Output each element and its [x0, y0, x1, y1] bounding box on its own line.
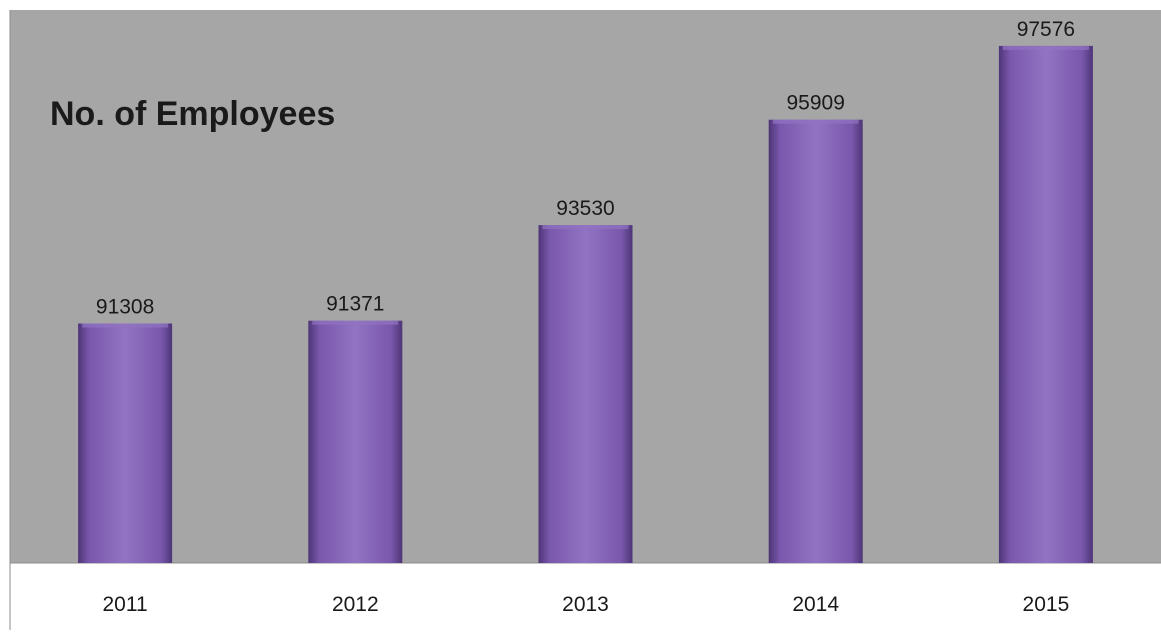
bar-2012	[308, 320, 403, 563]
bar-2013	[538, 225, 633, 563]
data-label-2015: 97576	[1017, 18, 1075, 41]
bar-2015	[998, 45, 1093, 563]
data-label-2012: 91371	[326, 293, 384, 316]
x-tick-label-2014: 2014	[792, 593, 839, 616]
bar-cap-2011	[82, 323, 169, 328]
x-tick-label-2013: 2013	[562, 593, 609, 616]
bar-cap-2014	[772, 119, 859, 124]
bar-cap-2013	[542, 225, 629, 230]
bar-cap-2012	[312, 320, 399, 325]
x-tick-label-2011: 2011	[103, 593, 148, 616]
bar-2014	[768, 119, 863, 563]
x-tick-label-2015: 2015	[1023, 593, 1070, 616]
data-label-2014: 95909	[786, 92, 844, 115]
data-label-2011: 91308	[96, 296, 154, 319]
bars	[78, 45, 1093, 563]
bar-labels: 91308 91371 93530 95909 97576	[96, 18, 1075, 319]
data-label-2013: 93530	[556, 197, 614, 220]
chart-title: No. of Employees	[50, 95, 335, 133]
x-tick-labels: 2011 2012 2013 2014 2015	[103, 593, 1070, 616]
bar-2011	[78, 323, 173, 563]
x-tick-label-2012: 2012	[332, 593, 379, 616]
bar-cap-2015	[1002, 45, 1089, 50]
